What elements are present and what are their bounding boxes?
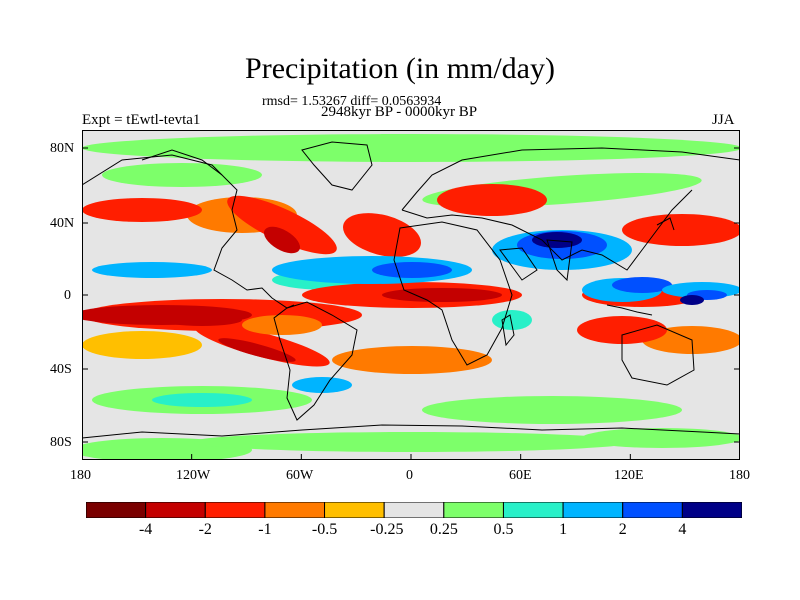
lat-label-80s: 80S (50, 435, 72, 450)
anomaly-patch-darkblue (532, 232, 582, 248)
lat-label-40n: 40N (50, 216, 75, 231)
anomaly-patch-darkred (382, 288, 502, 302)
lon-label-0: 0 (406, 468, 413, 483)
anomaly-patch-red (82, 198, 202, 222)
colorbar-box (383, 502, 445, 518)
season-label: JJA (712, 112, 735, 128)
anomaly-patch-red (343, 213, 421, 257)
colorbar-box (264, 502, 326, 518)
colorbar-label: -0.5 (311, 521, 338, 538)
colorbar-box (443, 502, 504, 518)
precip-anomaly-field (82, 134, 740, 460)
anomaly-patch-darkred (263, 226, 301, 254)
anomaly-patch-lightblue (92, 262, 212, 278)
colorbar-box (86, 502, 147, 518)
anomaly-patch-green (192, 432, 632, 452)
colorbar-box (145, 502, 206, 518)
anomaly-patch-darkblue (680, 295, 704, 305)
colorbar-box (324, 502, 385, 518)
anomaly-patch-darkred (218, 338, 296, 362)
axis-ticks (82, 147, 740, 460)
map-title: Precipitation (in mm/day) (245, 52, 555, 85)
anomaly-patch-orange (332, 346, 492, 374)
colorbar-label: -2 (198, 521, 212, 538)
anomaly-patch-red (622, 214, 740, 246)
precipitation-map (82, 130, 740, 460)
anomaly-patch-orange (242, 315, 322, 335)
colorbar-box (562, 502, 624, 518)
colorbar-box (622, 502, 683, 518)
lat-label-80n: 80N (50, 141, 75, 156)
lat-label-40s: 40S (50, 362, 72, 377)
experiment-label: Expt = tEwtl-tevta1 (82, 112, 201, 128)
anomaly-patch-blue (372, 262, 452, 278)
colorbar-label: -4 (138, 521, 153, 538)
colorbar (86, 502, 742, 518)
lon-label-180e: 180 (729, 468, 750, 483)
anomaly-patch-red (437, 184, 547, 216)
anomaly-patch-green (102, 163, 262, 187)
lon-label-60e: 60E (509, 468, 532, 483)
colorbar-box (502, 502, 564, 518)
anomaly-patch-teal (492, 310, 532, 330)
lat-label-0: 0 (64, 288, 71, 303)
colorbar-label: -0.25 (370, 521, 404, 538)
coastlines (82, 141, 740, 439)
anomaly-patch-red (194, 323, 330, 367)
anomaly-patch-green (82, 134, 740, 162)
lon-label-120w: 120W (176, 468, 211, 483)
map-svg (82, 130, 740, 460)
anomaly-patch-green (422, 396, 682, 424)
anomaly-patch-green (582, 428, 740, 448)
lon-label-60w: 60W (286, 468, 314, 483)
time-period-label: 2948kyr BP - 0000kyr BP (321, 104, 478, 120)
rmsd-diff-stats: rmsd= 1.53267 diff= 0.0563934 (262, 94, 442, 109)
colorbar-label: 1 (559, 521, 568, 538)
colorbar-svg (86, 502, 742, 518)
colorbar-label: 2 (618, 521, 627, 538)
anomaly-patch-lightblue (292, 377, 352, 393)
anomaly-patch-red (577, 316, 667, 344)
lon-label-120e: 120E (614, 468, 644, 483)
colorbar-box (204, 502, 266, 518)
colorbar-box (681, 502, 742, 518)
anomaly-patch-red (227, 195, 337, 255)
colorbar-label: 0.5 (493, 521, 514, 538)
lon-label-180w: 180 (70, 468, 91, 483)
colorbar-label: -1 (258, 521, 272, 538)
anomaly-patch-blue (612, 277, 672, 293)
colorbar-label: 0.25 (429, 521, 458, 538)
anomaly-patch-yellow (82, 331, 202, 359)
colorbar-label: 4 (678, 521, 687, 538)
anomaly-patch-darkred (162, 314, 242, 326)
anomaly-patch-teal (152, 393, 252, 407)
